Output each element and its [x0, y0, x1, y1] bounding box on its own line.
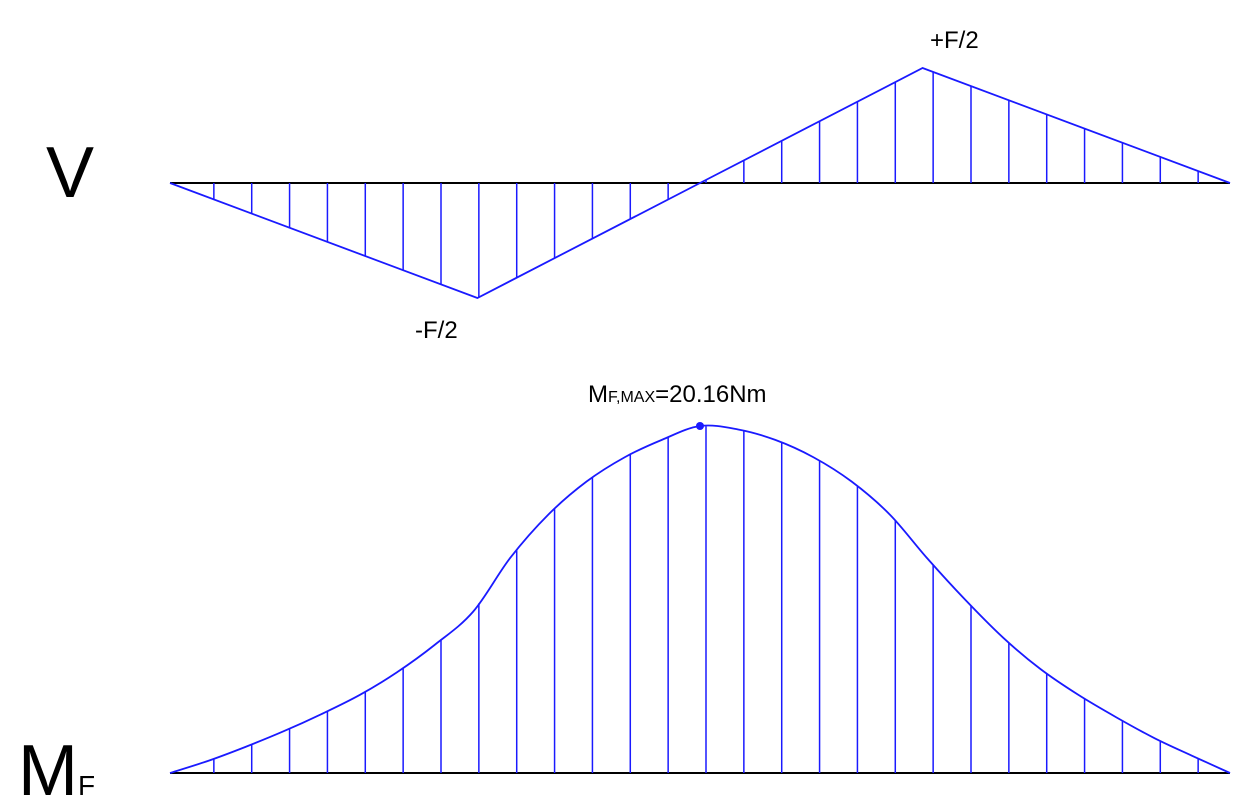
moment-symbol-label: MF — [18, 731, 95, 808]
shear-positive-peak-label: +F/2 — [930, 27, 979, 54]
moment-hatch-lines — [213, 426, 1199, 773]
moment-max-subscript: F,MAX — [608, 389, 655, 406]
shear-hatch-lines — [213, 71, 1199, 298]
moment-curve — [169, 424, 1231, 774]
bending-moment-diagram — [169, 422, 1231, 774]
moment-symbol: M — [18, 731, 78, 808]
moment-max-point — [696, 422, 704, 430]
shear-symbol-label: V — [46, 133, 94, 213]
moment-max-value: =20.16Nm — [655, 381, 766, 408]
shear-curve — [169, 67, 1231, 299]
moment-symbol-subscript: F — [78, 770, 95, 801]
shear-force-diagram — [169, 67, 1231, 299]
moment-max-label: MF,MAX=20.16Nm — [588, 381, 767, 408]
shear-negative-peak-label: -F/2 — [415, 317, 458, 344]
moment-max-symbol: M — [588, 381, 608, 408]
